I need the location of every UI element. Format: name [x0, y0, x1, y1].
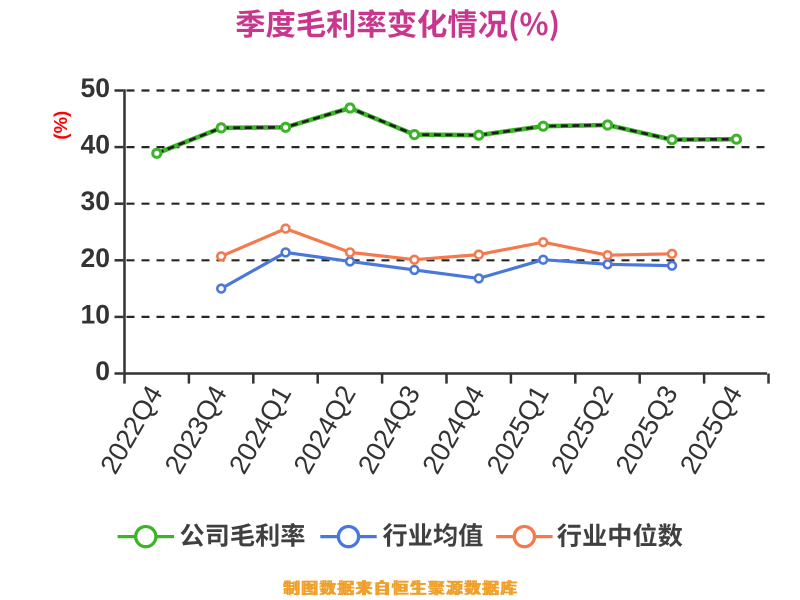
svg-text:40: 40 [81, 130, 110, 160]
svg-text:0: 0 [95, 356, 110, 386]
svg-text:10: 10 [81, 299, 110, 329]
svg-text:20: 20 [81, 243, 110, 273]
svg-text:50: 50 [81, 73, 110, 103]
svg-text:(%): (%) [50, 111, 71, 140]
svg-text:30: 30 [81, 186, 110, 216]
